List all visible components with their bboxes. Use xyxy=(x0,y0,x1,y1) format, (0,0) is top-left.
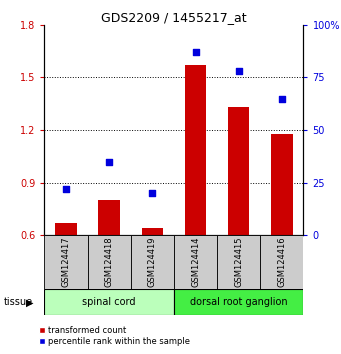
Bar xyxy=(174,289,303,315)
Text: dorsal root ganglion: dorsal root ganglion xyxy=(190,297,287,307)
Point xyxy=(150,190,155,196)
Bar xyxy=(88,235,131,289)
Text: GSM124415: GSM124415 xyxy=(234,237,243,287)
Point xyxy=(279,96,285,101)
Text: GSM124419: GSM124419 xyxy=(148,237,157,287)
Bar xyxy=(44,289,174,315)
Text: GSM124416: GSM124416 xyxy=(277,236,286,287)
Text: ▶: ▶ xyxy=(26,297,33,307)
Bar xyxy=(217,235,260,289)
Point xyxy=(236,68,241,74)
Text: tissue: tissue xyxy=(3,297,32,307)
Point xyxy=(63,186,69,192)
Title: GDS2209 / 1455217_at: GDS2209 / 1455217_at xyxy=(101,11,247,24)
Bar xyxy=(142,228,163,235)
Bar xyxy=(174,235,217,289)
Text: GSM124417: GSM124417 xyxy=(61,236,71,287)
Bar xyxy=(55,223,77,235)
Point xyxy=(106,159,112,165)
Bar xyxy=(185,65,206,235)
Text: GSM124418: GSM124418 xyxy=(105,236,114,287)
Bar xyxy=(98,200,120,235)
Bar xyxy=(131,235,174,289)
Point xyxy=(193,49,198,55)
Text: spinal cord: spinal cord xyxy=(83,297,136,307)
Bar xyxy=(260,235,303,289)
Bar xyxy=(271,133,293,235)
Legend: transformed count, percentile rank within the sample: transformed count, percentile rank withi… xyxy=(35,323,194,349)
Bar xyxy=(44,235,88,289)
Bar xyxy=(228,107,250,235)
Text: GSM124414: GSM124414 xyxy=(191,237,200,287)
